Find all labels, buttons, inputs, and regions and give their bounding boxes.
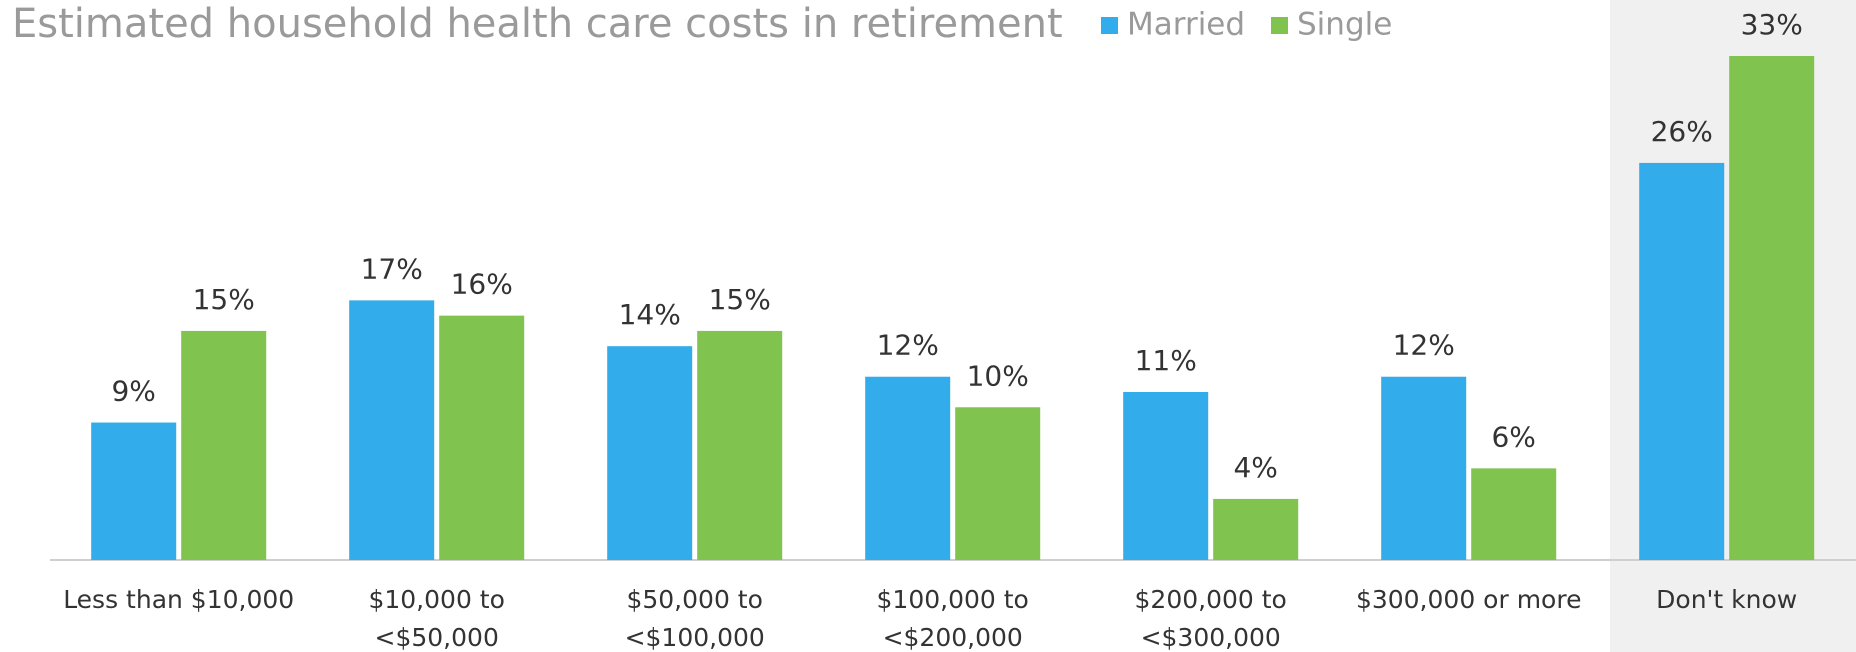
bar — [955, 407, 1041, 560]
bar — [91, 422, 177, 560]
x-tick-label: $10,000 to — [368, 585, 504, 614]
x-tick-label: Less than $10,000 — [63, 585, 294, 614]
bar — [607, 346, 693, 560]
bar — [1123, 392, 1209, 560]
data-label: 12% — [1393, 329, 1455, 362]
data-label: 6% — [1491, 420, 1535, 453]
data-label: 33% — [1741, 8, 1803, 41]
data-label: 26% — [1651, 115, 1713, 148]
x-tick-label: $100,000 to — [877, 585, 1029, 614]
data-label: 10% — [967, 359, 1029, 392]
bar — [439, 315, 525, 560]
bar — [865, 376, 951, 560]
x-tick-label: <$50,000 — [375, 623, 499, 652]
bar — [181, 330, 267, 560]
data-label: 12% — [877, 329, 939, 362]
chart-title: Estimated household health care costs in… — [12, 1, 1063, 47]
legend-label: Single — [1297, 7, 1392, 43]
bar — [349, 300, 435, 560]
data-label: 9% — [111, 375, 155, 408]
x-tick-label: <$300,000 — [1141, 623, 1281, 652]
bar — [1381, 376, 1467, 560]
x-tick-label: $300,000 or more — [1356, 585, 1582, 614]
legend-label: Married — [1127, 7, 1245, 43]
legend-swatch — [1271, 17, 1288, 34]
x-tick-label: <$200,000 — [883, 623, 1023, 652]
legend-swatch — [1101, 17, 1118, 34]
bar — [697, 330, 783, 560]
data-label: 15% — [709, 283, 771, 316]
data-label: 15% — [193, 283, 255, 316]
bar — [1639, 162, 1725, 560]
data-label: 14% — [619, 298, 681, 331]
data-label: 17% — [361, 252, 423, 285]
data-label: 4% — [1233, 451, 1277, 484]
bar — [1729, 56, 1815, 560]
x-tick-label: <$100,000 — [625, 623, 765, 652]
data-label: 11% — [1135, 344, 1197, 377]
x-tick-label: $200,000 to — [1135, 585, 1287, 614]
x-tick-label: $50,000 to — [626, 585, 762, 614]
data-label: 16% — [451, 268, 513, 301]
x-tick-label: Don't know — [1656, 585, 1797, 614]
bar — [1471, 468, 1557, 560]
bar — [1213, 498, 1299, 560]
